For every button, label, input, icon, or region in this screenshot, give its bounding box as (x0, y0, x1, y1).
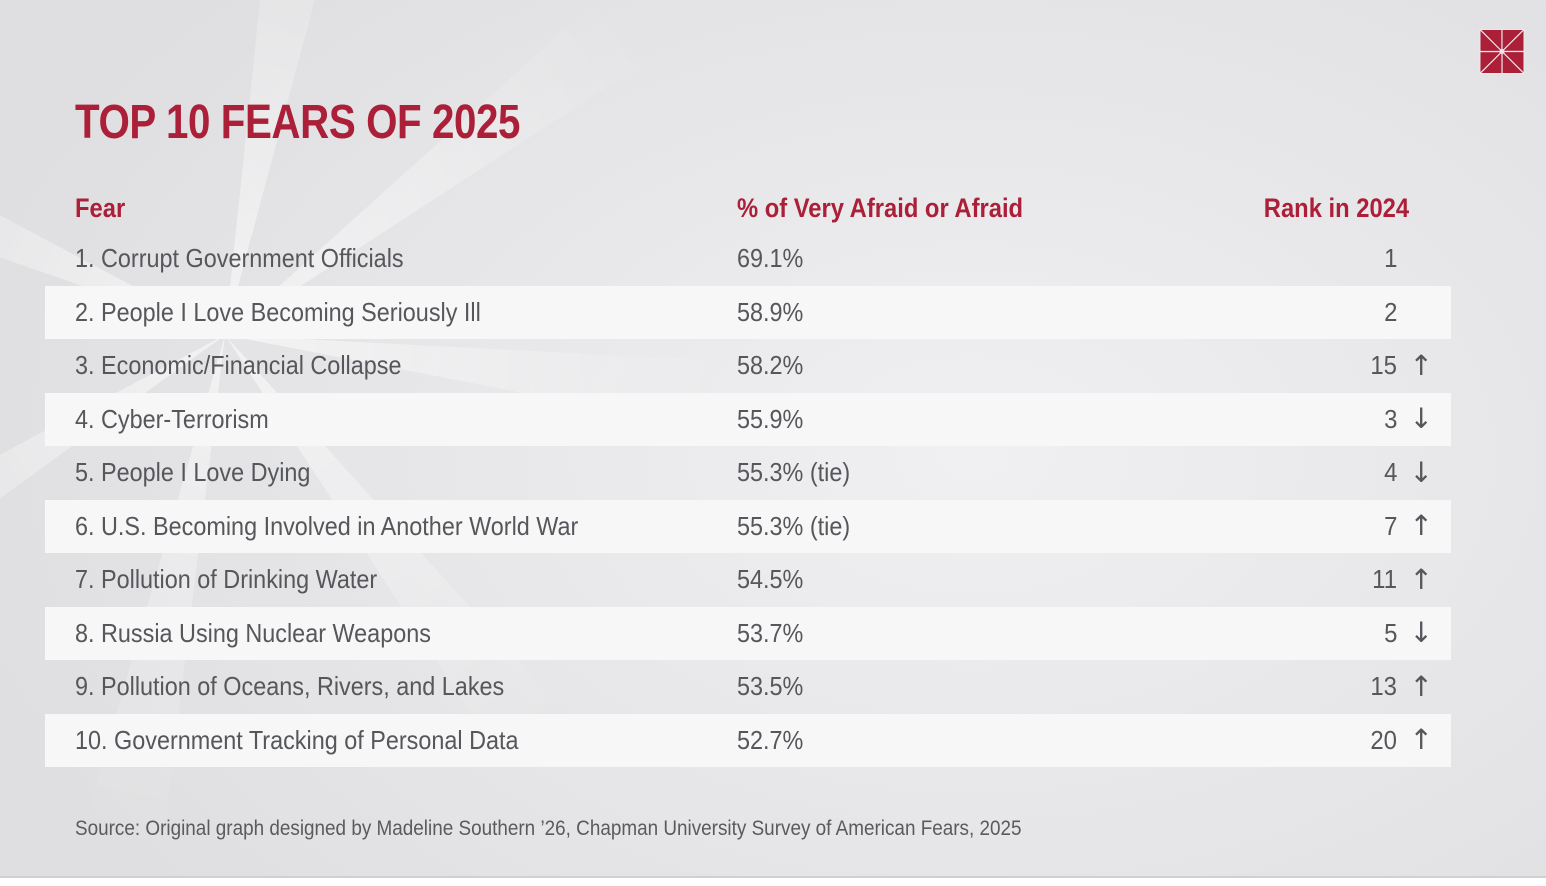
source-note: Source: Original graph designed by Madel… (75, 817, 1022, 840)
rank-cell: 7 ↑ (1383, 509, 1433, 543)
column-header-fear: Fear (75, 193, 126, 223)
rank-cell: 20 ↑ (1370, 723, 1433, 757)
trend-up-icon: ↑ (1409, 562, 1433, 596)
percent-cell: 52.7% (737, 724, 804, 755)
percent-cell: 55.3% (tie) (737, 510, 851, 541)
rank-cell: 15 ↑ (1370, 348, 1433, 382)
table-row: 10. Government Tracking of Personal Data… (45, 713, 1451, 767)
fear-cell: 9. Pollution of Oceans, Rivers, and Lake… (75, 671, 505, 702)
table-row: 9. Pollution of Oceans, Rivers, and Lake… (45, 660, 1451, 714)
rank-cell: 5 ↓ (1383, 616, 1433, 650)
table-row: 3. Economic/Financial Collapse 58.2% 15 … (45, 339, 1451, 393)
column-header-percent: % of Very Afraid or Afraid (737, 193, 1024, 223)
trend-down-icon: ↓ (1409, 616, 1433, 650)
trend-up-icon: ↑ (1409, 509, 1433, 543)
table-row: 4. Cyber-Terrorism 55.9% 3 ↓ (45, 392, 1451, 446)
table-row: 6. U.S. Becoming Involved in Another Wor… (45, 499, 1451, 553)
rank-cell: 13 ↑ (1370, 669, 1433, 703)
percent-cell: 58.9% (737, 296, 804, 327)
trend-down-icon: ↓ (1409, 455, 1433, 489)
rank-cell: 4 ↓ (1383, 455, 1433, 489)
percent-cell: 53.5% (737, 671, 804, 702)
fear-cell: 3. Economic/Financial Collapse (75, 350, 402, 381)
fear-cell: 6. U.S. Becoming Involved in Another Wor… (75, 510, 579, 541)
fear-cell: 7. Pollution of Drinking Water (75, 564, 378, 595)
table-row: 8. Russia Using Nuclear Weapons 53.7% 5 … (45, 606, 1451, 660)
pinwheel-square-logo-icon (1479, 28, 1525, 75)
percent-cell: 54.5% (737, 564, 804, 595)
trend-down-icon: ↓ (1409, 402, 1433, 436)
percent-cell: 58.2% (737, 350, 804, 381)
fear-cell: 4. Cyber-Terrorism (75, 403, 269, 434)
table-row: 2. People I Love Becoming Seriously Ill … (45, 285, 1451, 339)
table-body: 1. Corrupt Government Officials 69.1% 1 … (45, 232, 1451, 767)
trend-up-icon: ↑ (1409, 348, 1433, 382)
fear-cell: 10. Government Tracking of Personal Data (75, 724, 519, 755)
rank-cell: 3 ↓ (1383, 402, 1433, 436)
page-title: TOP 10 FEARS OF 2025 (75, 96, 521, 149)
table-row: 1. Corrupt Government Officials 69.1% 1 (45, 232, 1451, 286)
fear-cell: 5. People I Love Dying (75, 457, 311, 488)
rank-cell: 2 (1383, 296, 1397, 327)
rank-cell: 11 ↑ (1372, 562, 1433, 596)
percent-cell: 69.1% (737, 243, 804, 274)
percent-cell: 53.7% (737, 617, 804, 648)
table-header-row: Fear % of Very Afraid or Afraid Rank in … (45, 193, 1451, 224)
fear-cell: 8. Russia Using Nuclear Weapons (75, 617, 431, 648)
trend-up-icon: ↑ (1409, 723, 1433, 757)
trend-up-icon: ↑ (1409, 669, 1433, 703)
percent-cell: 55.9% (737, 403, 804, 434)
fear-cell: 1. Corrupt Government Officials (75, 243, 404, 274)
rank-cell: 1 (1383, 243, 1397, 274)
fear-cell: 2. People I Love Becoming Seriously Ill (75, 296, 481, 327)
column-header-rank: Rank in 2024 (1263, 193, 1409, 223)
percent-cell: 55.3% (tie) (737, 457, 851, 488)
table-row: 5. People I Love Dying 55.3% (tie) 4 ↓ (45, 446, 1451, 500)
table-row: 7. Pollution of Drinking Water 54.5% 11 … (45, 553, 1451, 607)
